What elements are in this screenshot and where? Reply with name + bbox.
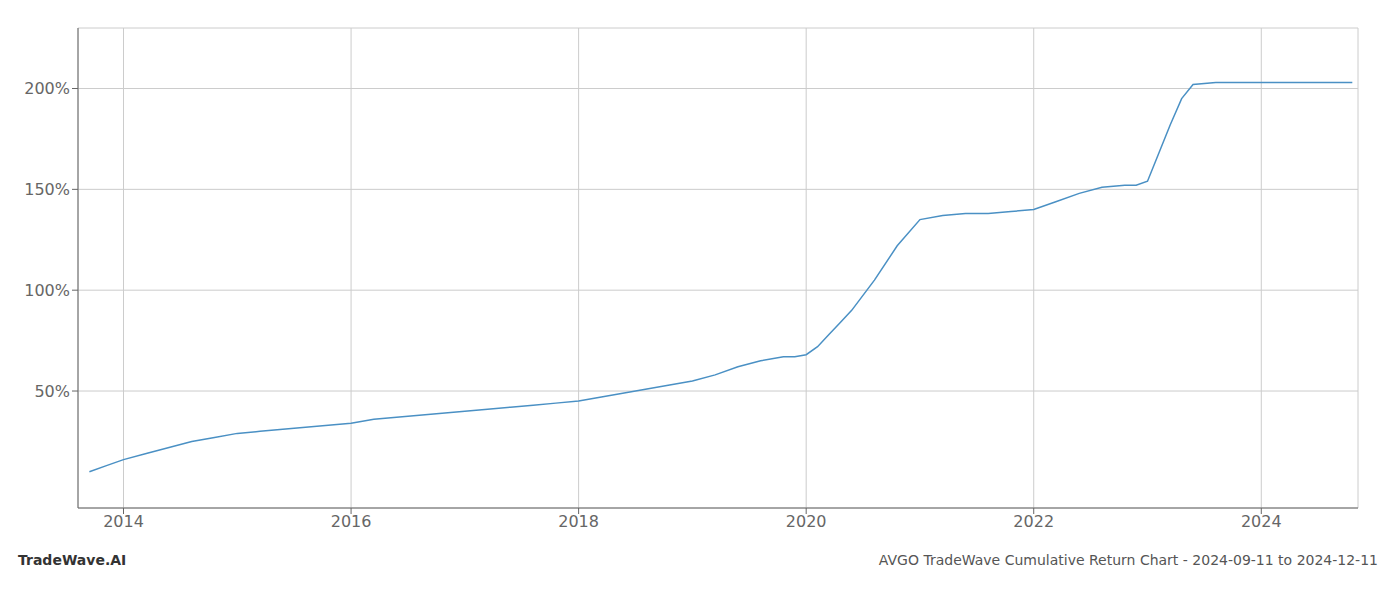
svg-text:2022: 2022 <box>1013 512 1054 531</box>
svg-text:200%: 200% <box>24 79 70 98</box>
svg-text:2016: 2016 <box>331 512 372 531</box>
svg-text:100%: 100% <box>24 281 70 300</box>
html-text:TradeWave.AI: TradeWave.AI <box>18 552 127 568</box>
svg-text:2020: 2020 <box>786 512 827 531</box>
html-text:AVGO TradeWave Cumulative Retu: AVGO TradeWave Cumulative Return Chart -… <box>878 552 1378 568</box>
svg-text:50%: 50% <box>34 382 70 401</box>
svg-text:150%: 150% <box>24 180 70 199</box>
svg-text:2024: 2024 <box>1241 512 1282 531</box>
svg-text:2018: 2018 <box>558 512 599 531</box>
svg-text:2014: 2014 <box>103 512 144 531</box>
